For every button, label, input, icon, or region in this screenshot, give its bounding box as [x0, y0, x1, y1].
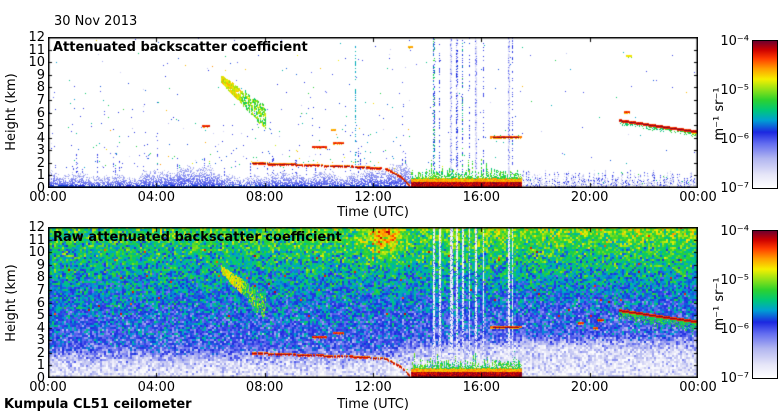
x-tick-label: 04:00 — [137, 190, 176, 205]
panel-title-raw: Raw attenuated backscatter coefficient — [53, 230, 342, 245]
y-tick-label: 11 — [28, 232, 45, 248]
y-tick-label: 3 — [36, 333, 45, 349]
x-tick-label: 00:00 — [679, 190, 717, 205]
y-tick-label: 7 — [36, 92, 45, 108]
x-tick-label: 08:00 — [245, 380, 284, 395]
x-tick-label: 00:00 — [29, 380, 67, 395]
y-tick-label: 9 — [36, 257, 45, 273]
colorbar-tick-label: 10⁻⁷ — [720, 181, 749, 196]
y-tick-label: 10 — [28, 245, 45, 261]
x-tick-label: 20:00 — [570, 190, 609, 205]
y-tick-label: 2 — [36, 155, 45, 171]
y-tick-label: 1 — [36, 168, 45, 184]
x-tick-label: 00:00 — [679, 380, 717, 395]
x-tick-label: 16:00 — [462, 190, 501, 205]
x-tick-label: 20:00 — [570, 380, 609, 395]
y-tick-label: 3 — [36, 143, 45, 159]
y-tick-label: 6 — [36, 295, 45, 311]
date-label: 30 Nov 2013 — [54, 14, 138, 29]
colorbar-tick-label: 10⁻⁴ — [720, 34, 749, 49]
attenuated-backscatter-heatmap — [48, 37, 698, 188]
y-tick-label: 6 — [36, 105, 45, 121]
y-tick-label: 7 — [36, 282, 45, 298]
y-tick-label: 2 — [36, 345, 45, 361]
x-tick-label: 04:00 — [137, 380, 176, 395]
y-tick-label: 8 — [36, 270, 45, 286]
y-tick-label: 8 — [36, 80, 45, 96]
x-tick-label: 08:00 — [245, 190, 284, 205]
colorbar-bottom — [752, 230, 778, 379]
colorbar-tick-label: 10⁻⁴ — [720, 224, 749, 239]
y-tick-label: 5 — [36, 118, 45, 134]
y-axis-label-top: Height (km) — [4, 73, 19, 151]
x-axis-label-top: Time (UTC) — [337, 205, 409, 220]
x-tick-label: 12:00 — [354, 380, 392, 395]
x-tick-label: 00:00 — [29, 190, 67, 205]
y-tick-label: 10 — [28, 55, 45, 71]
y-tick-label: 4 — [36, 130, 45, 146]
y-tick-label: 12 — [28, 30, 45, 45]
x-tick-label: 12:00 — [354, 190, 392, 205]
colorbar-tick-label: 10⁻⁷ — [720, 371, 749, 386]
colorbar-tick-label: 10⁻⁶ — [720, 322, 749, 337]
y-tick-label: 0 — [36, 181, 45, 196]
y-tick-label: 12 — [28, 220, 45, 235]
colorbar-tick-label: 10⁻⁵ — [720, 273, 749, 288]
y-tick-label: 9 — [36, 67, 45, 83]
raw-attenuated-backscatter-heatmap — [48, 227, 698, 378]
station-label: Kumpula CL51 ceilometer — [4, 397, 192, 412]
y-tick-label: 11 — [28, 42, 45, 58]
y-tick-label: 4 — [36, 320, 45, 336]
y-tick-label: 0 — [36, 371, 45, 386]
colorbar-tick-label: 10⁻⁵ — [720, 83, 749, 98]
colorbar-tick-label: 10⁻⁶ — [720, 132, 749, 147]
x-tick-label: 16:00 — [462, 380, 501, 395]
y-tick-label: 1 — [36, 358, 45, 374]
panel-title-attenuated: Attenuated backscatter coefficient — [53, 40, 308, 55]
x-axis-label-bottom: Time (UTC) — [337, 397, 409, 412]
y-axis-label-bottom: Height (km) — [4, 264, 19, 342]
y-tick-label: 5 — [36, 308, 45, 324]
colorbar-top — [752, 40, 778, 189]
